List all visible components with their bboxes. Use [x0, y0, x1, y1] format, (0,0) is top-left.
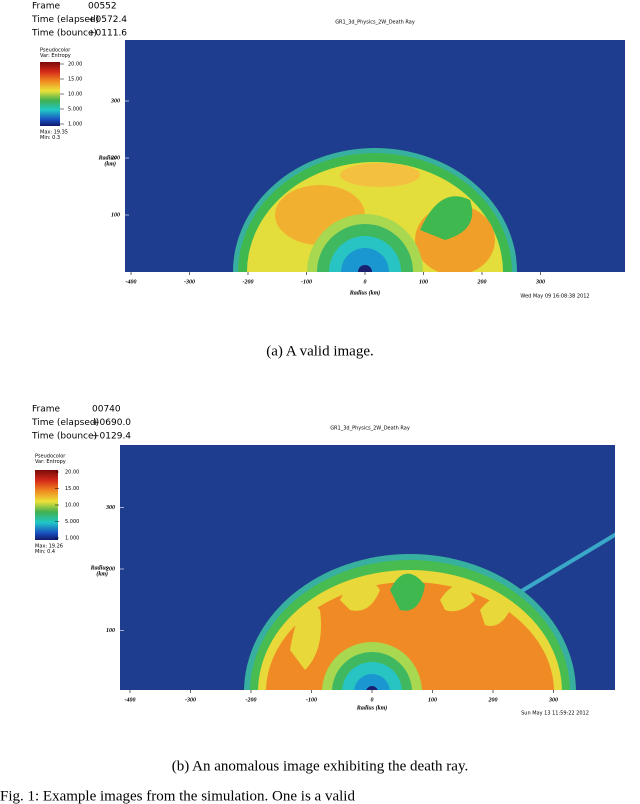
- y-axis-label: (km): [104, 160, 116, 167]
- color-bar: [40, 62, 60, 126]
- legend-range: Min: 0.4: [35, 549, 55, 555]
- legend-tick-label: 15.00: [65, 486, 79, 492]
- legend-tick-label: 5.000: [65, 519, 79, 525]
- x-tick-label: 100: [428, 697, 437, 703]
- info-value: +0572.4: [88, 15, 127, 25]
- plot-title: GR1_3d_Physics_2W_Death Ray: [330, 426, 410, 432]
- x-tick-label: -200: [243, 279, 254, 285]
- legend-range: Max: 19.26: [35, 544, 63, 550]
- legend-title: Pseudocolor: [35, 454, 66, 460]
- legend-title: Pseudocolor: [40, 48, 71, 54]
- subfigure-caption: (b) An anomalous image exhibiting the de…: [172, 758, 468, 774]
- x-tick-label: 200: [488, 697, 498, 703]
- info-value: +0111.6: [88, 29, 127, 39]
- x-axis-label: Radius (km): [349, 289, 381, 296]
- y-tick-label: 200: [105, 566, 115, 572]
- x-tick-label: 100: [419, 279, 428, 285]
- info-label: Time (bounce): [31, 29, 97, 39]
- legend-tick-label: 20.00: [65, 470, 79, 476]
- x-tick-label: -100: [306, 697, 317, 703]
- info-label: Time (bounce): [31, 432, 97, 442]
- x-tick-label: 0: [364, 279, 367, 285]
- x-tick-label: 300: [548, 697, 558, 703]
- y-axis-label: Radius: [90, 565, 109, 571]
- x-axis-label: Radius (km): [356, 704, 388, 711]
- simulation-render: [120, 445, 615, 690]
- timestamp: Wed May 09 16:08:38 2012: [520, 294, 589, 300]
- subfigure-caption: (a) A valid image.: [266, 343, 373, 359]
- plot-title: GR1_3d_Physics_2W_Death Ray: [335, 20, 415, 26]
- x-tick-label: -100: [301, 279, 312, 285]
- y-tick-label: 300: [105, 505, 115, 511]
- legend-range: Max: 19.35: [40, 130, 68, 136]
- y-axis-label: Radius: [98, 155, 117, 161]
- x-tick-label: 200: [477, 279, 487, 285]
- info-label: Time (elapsed): [31, 15, 99, 25]
- info-value: 00740: [92, 405, 121, 415]
- x-tick-label: 300: [535, 279, 545, 285]
- y-tick-label: 200: [110, 155, 120, 161]
- y-tick-label: 100: [106, 628, 115, 634]
- simulation-render: [125, 40, 625, 272]
- death-ray: [518, 532, 615, 594]
- figure-caption: Fig. 1: Example images from the simulati…: [0, 788, 355, 804]
- info-value: 00552: [88, 2, 117, 12]
- legend-title: Var: Entropy: [40, 53, 71, 59]
- x-tick-label: -400: [125, 697, 136, 703]
- legend-tick-label: 10.00: [65, 503, 79, 509]
- legend-tick-label: 10.00: [68, 92, 82, 98]
- y-tick-label: 300: [110, 98, 120, 104]
- x-tick-label: -300: [184, 279, 195, 285]
- legend-tick-label: 5.000: [68, 107, 82, 113]
- legend-tick-label: 1.000: [68, 122, 82, 128]
- color-bar: [35, 470, 58, 540]
- x-tick-label: 0: [371, 697, 374, 703]
- info-label: Frame: [32, 405, 61, 415]
- legend-tick-label: 20.00: [68, 62, 82, 68]
- x-tick-label: -200: [246, 697, 257, 703]
- legend-tick-label: 1.000: [65, 536, 79, 542]
- info-label: Frame: [32, 2, 61, 12]
- timestamp: Sun May 13 11:59:22 2012: [521, 711, 589, 717]
- legend-tick-label: 15.00: [68, 77, 82, 83]
- y-tick-label: 100: [111, 212, 120, 218]
- info-value: +0690.0: [92, 418, 131, 428]
- y-axis-label: (km): [96, 570, 108, 577]
- x-tick-label: -300: [185, 697, 196, 703]
- x-tick-label: -400: [126, 279, 137, 285]
- info-label: Time (elapsed): [31, 418, 99, 428]
- info-value: +0129.4: [92, 432, 131, 442]
- legend-range: Min: 0.3: [40, 135, 60, 141]
- legend-title: Var: Entropy: [35, 459, 66, 465]
